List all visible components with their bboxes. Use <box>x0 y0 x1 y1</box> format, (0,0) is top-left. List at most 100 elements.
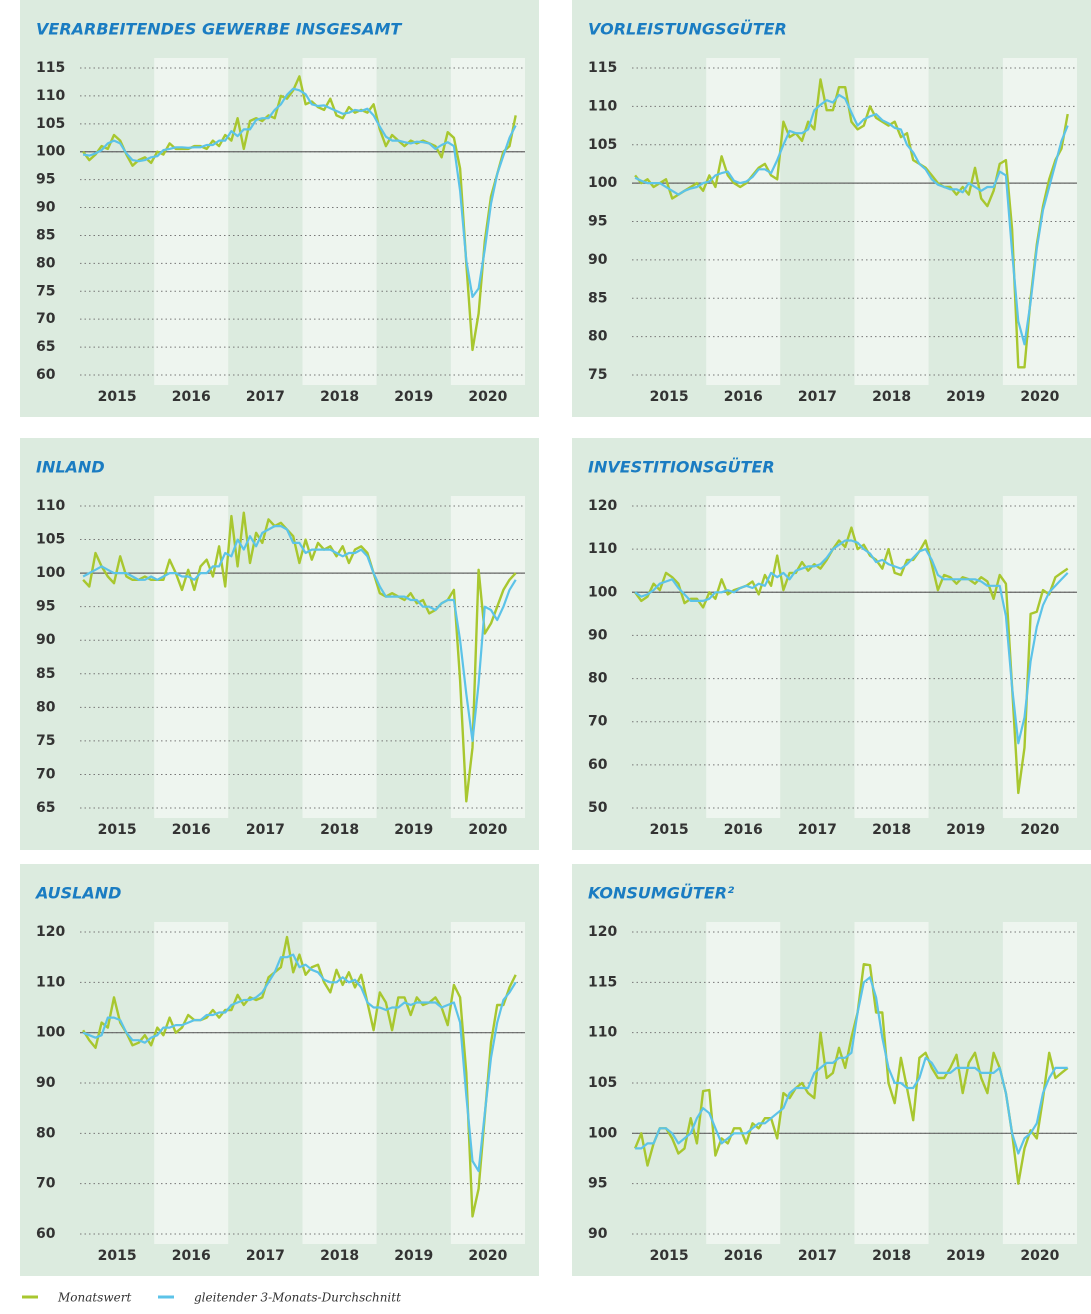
year-band <box>1002 922 1077 1244</box>
y-tick-label: 110 <box>588 98 617 114</box>
year-band <box>154 922 229 1244</box>
year-band <box>928 496 1003 818</box>
x-tick-label: 2020 <box>1020 389 1059 405</box>
y-tick-label: 50 <box>588 800 608 816</box>
x-tick-label: 2019 <box>946 389 985 405</box>
panel-title: INVESTITIONSGÜTER <box>588 458 775 477</box>
y-tick-label: 90 <box>36 200 56 216</box>
y-tick-label: 90 <box>588 627 608 643</box>
x-tick-label: 2017 <box>798 1248 837 1264</box>
y-tick-label: 85 <box>588 290 607 306</box>
y-tick-label: 95 <box>36 172 55 188</box>
y-tick-label: 70 <box>36 311 56 327</box>
y-tick-label: 90 <box>588 1226 608 1242</box>
x-tick-label: 2016 <box>172 1248 211 1264</box>
panel-title: AUSLAND <box>34 884 121 903</box>
x-tick-label: 2020 <box>468 822 507 838</box>
y-tick-label: 120 <box>588 924 617 940</box>
x-tick-label: 2017 <box>798 822 837 838</box>
x-tick-label: 2020 <box>1020 822 1059 838</box>
y-tick-label: 105 <box>36 116 65 132</box>
y-tick-label: 75 <box>588 367 607 383</box>
x-tick-label: 2017 <box>246 389 285 405</box>
y-tick-label: 75 <box>36 283 55 299</box>
x-tick-label: 2017 <box>798 389 837 405</box>
y-tick-label: 80 <box>588 671 608 687</box>
y-tick-label: 95 <box>36 599 55 615</box>
y-tick-label: 80 <box>36 255 56 271</box>
series-line <box>82 87 517 298</box>
x-tick-label: 2016 <box>172 822 211 838</box>
year-band <box>706 496 781 818</box>
series-line <box>633 963 1069 1185</box>
x-tick-label: 2015 <box>98 1248 137 1264</box>
y-tick-label: 90 <box>588 252 608 268</box>
year-band <box>780 496 855 818</box>
y-tick-label: 70 <box>36 766 56 782</box>
y-tick-label: 75 <box>36 733 55 749</box>
series-line <box>634 539 1069 745</box>
y-tick-label: 95 <box>588 1176 607 1192</box>
x-tick-label: 2018 <box>320 1248 359 1264</box>
year-band <box>80 58 155 385</box>
y-tick-label: 105 <box>36 532 65 548</box>
x-tick-label: 2015 <box>650 389 689 405</box>
series-line <box>82 953 517 1173</box>
y-tick-label: 110 <box>36 88 65 104</box>
y-tick-label: 90 <box>36 1075 56 1091</box>
year-band <box>706 58 781 385</box>
panel-title: KONSUMGÜTER² <box>588 884 734 903</box>
y-tick-label: 105 <box>588 137 617 153</box>
y-tick-label: 70 <box>588 714 608 730</box>
y-tick-label: 115 <box>588 974 617 990</box>
series-line <box>634 526 1069 795</box>
year-band <box>154 496 229 818</box>
y-tick-label: 80 <box>36 1125 56 1141</box>
x-tick-label: 2018 <box>872 1248 911 1264</box>
panel-title: VORLEISTUNGSGÜTER <box>588 20 787 39</box>
year-band <box>854 496 929 818</box>
y-tick-label: 85 <box>36 227 55 243</box>
y-tick-label: 100 <box>36 144 65 160</box>
y-tick-label: 85 <box>36 666 55 682</box>
series-line <box>634 93 1069 346</box>
y-tick-label: 100 <box>588 175 617 191</box>
legend-label: Monatswert <box>57 1291 131 1305</box>
y-tick-label: 80 <box>36 699 56 715</box>
y-tick-label: 100 <box>588 584 617 600</box>
year-band <box>450 496 525 818</box>
x-tick-label: 2015 <box>650 822 689 838</box>
x-tick-label: 2017 <box>246 822 285 838</box>
y-tick-label: 115 <box>588 60 617 76</box>
x-tick-label: 2018 <box>872 389 911 405</box>
y-tick-label: 100 <box>36 1025 65 1041</box>
x-tick-label: 2015 <box>98 822 137 838</box>
y-tick-label: 90 <box>36 632 56 648</box>
year-band <box>632 496 707 818</box>
y-tick-label: 60 <box>588 757 608 773</box>
y-tick-label: 65 <box>36 339 55 355</box>
x-tick-label: 2015 <box>650 1248 689 1264</box>
y-tick-label: 100 <box>588 1125 617 1141</box>
y-tick-label: 110 <box>36 498 65 514</box>
y-tick-label: 110 <box>588 1025 617 1041</box>
y-tick-label: 70 <box>36 1176 56 1192</box>
panel-title: INLAND <box>36 458 105 477</box>
series-line <box>82 75 517 352</box>
x-tick-label: 2016 <box>172 389 211 405</box>
x-tick-label: 2019 <box>394 822 433 838</box>
series-line <box>82 525 517 742</box>
y-tick-label: 115 <box>36 60 65 76</box>
x-tick-label: 2020 <box>1020 1248 1059 1264</box>
x-tick-label: 2018 <box>872 822 911 838</box>
y-tick-label: 65 <box>36 800 55 816</box>
year-band <box>80 496 155 818</box>
y-tick-label: 95 <box>588 214 607 230</box>
year-band <box>854 58 929 385</box>
y-tick-label: 60 <box>36 367 56 383</box>
x-tick-label: 2019 <box>946 1248 985 1264</box>
series-line <box>82 935 517 1218</box>
legend-label: gleitender 3-Monats-Durchschnitt <box>194 1291 401 1305</box>
panel-title: VERARBEITENDES GEWERBE INSGESAMT <box>36 20 402 39</box>
